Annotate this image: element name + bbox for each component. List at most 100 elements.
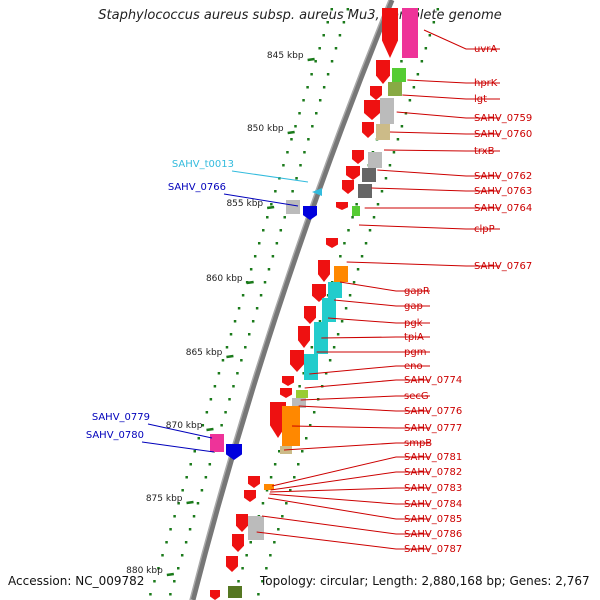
ring-dot [343,242,346,245]
ring-dot [303,151,306,154]
gene-label-SAHV_0764: SAHV_0764 [474,203,532,214]
ring-dot [312,411,316,414]
leader-line [396,111,500,119]
cds-arrow [362,122,374,138]
ring-dot [318,99,322,102]
scale-tick-label: 860 kbp [206,274,243,284]
gene-label-gap: gap [404,301,423,312]
ring-dot [213,385,217,388]
ring-dot [241,294,245,297]
leader-line [358,224,500,230]
cds-arrow [364,100,380,120]
ring-dot [376,203,380,206]
ring-dot [310,73,313,76]
ring-dot [169,593,172,596]
ring-dot [177,502,180,505]
ring-dot [173,515,176,518]
leader-line [407,79,500,84]
ring-dot [347,229,350,232]
scale-tick-mark [186,500,194,505]
cds-arrow [290,350,304,372]
ring-dot [177,567,180,570]
cds-arrow [210,590,220,600]
cds-arrow [244,490,256,502]
cds-arrow [312,284,326,302]
gene-label-tpiA: tpiA [404,332,424,343]
block-left-grey [286,200,300,214]
ring-dot [257,593,260,596]
ring-dot [392,151,396,154]
map-title: Staphylococcus aureus subsp. aureus Mu3,… [98,8,502,23]
ring-dot [384,177,388,180]
ring-dot [298,385,301,388]
gene-label-gapR: gapR [404,286,430,297]
ring-dot [209,398,213,401]
ring-dot [165,541,168,544]
ring-dot [265,489,269,492]
ring-dot [330,8,334,11]
ring-dot [283,216,286,219]
leader-line [223,193,299,207]
ring-dot [301,450,304,453]
leader-line [147,423,213,439]
ring-dot [351,216,354,219]
feature-track [210,8,418,600]
block-sahv0787 [228,586,242,598]
leader-line [300,395,430,401]
ring-dot [267,268,271,271]
ring-dot [240,359,243,362]
leader-line [304,379,430,389]
cds-arrow [326,238,338,248]
ring-dot [263,281,267,284]
gene-label-lgt: lgt [474,94,487,105]
ring-dot [266,216,269,219]
block-sahv0776 [292,398,306,408]
gene-label-SAHV_0783: SAHV_0783 [404,483,462,494]
ring-dot [180,554,184,557]
scale-tick-mark [166,572,175,577]
gene-label-SAHV_0776: SAHV_0776 [404,406,462,417]
label-leader-lines [141,29,500,550]
gene-labels: uvrA hprK lgt SAHV_0759 SAHV_0760 trxB SAHV_07… [86,44,532,555]
ring-dot [293,476,296,479]
cds-arrow [236,514,248,532]
leader-line [377,169,500,177]
ring-dot [299,164,302,167]
block-gap [328,282,342,298]
ring-dot [161,554,164,557]
ring-dot [157,567,160,570]
gene-label-SAHV_0784: SAHV_0784 [404,499,462,510]
ring-dot [308,424,312,427]
ring-dot [245,554,248,557]
leader-line [339,281,430,292]
cds-arrow [318,260,330,282]
scale-tick-label: 880 kbp [126,566,163,576]
cds-arrow [352,150,364,164]
ring-dot [428,34,432,37]
ring-dot [185,476,188,479]
gene-label-SAHV_0760: SAHV_0760 [474,129,532,140]
ring-dot [302,99,305,102]
leader-line [269,493,430,505]
ring-dot [311,125,314,128]
scale-tick-label: 865 kbp [186,348,223,358]
ring-dot [225,346,229,349]
ring-dot [261,580,264,583]
gene-label-hprK: hprK [474,78,498,89]
leader-line [371,187,500,192]
block-lgt [388,82,402,96]
ring-dot [324,372,328,375]
leader-line [321,336,430,339]
ring-dot [302,372,305,375]
ring-dot [149,593,152,596]
ring-dot [257,242,261,245]
cds-arrow [282,376,294,386]
ring-dot [396,138,400,141]
ring-dot [304,437,308,440]
leader-line [269,487,430,493]
block-pgk [322,298,336,322]
ring-dot [355,203,358,206]
ring-dot [412,86,416,89]
